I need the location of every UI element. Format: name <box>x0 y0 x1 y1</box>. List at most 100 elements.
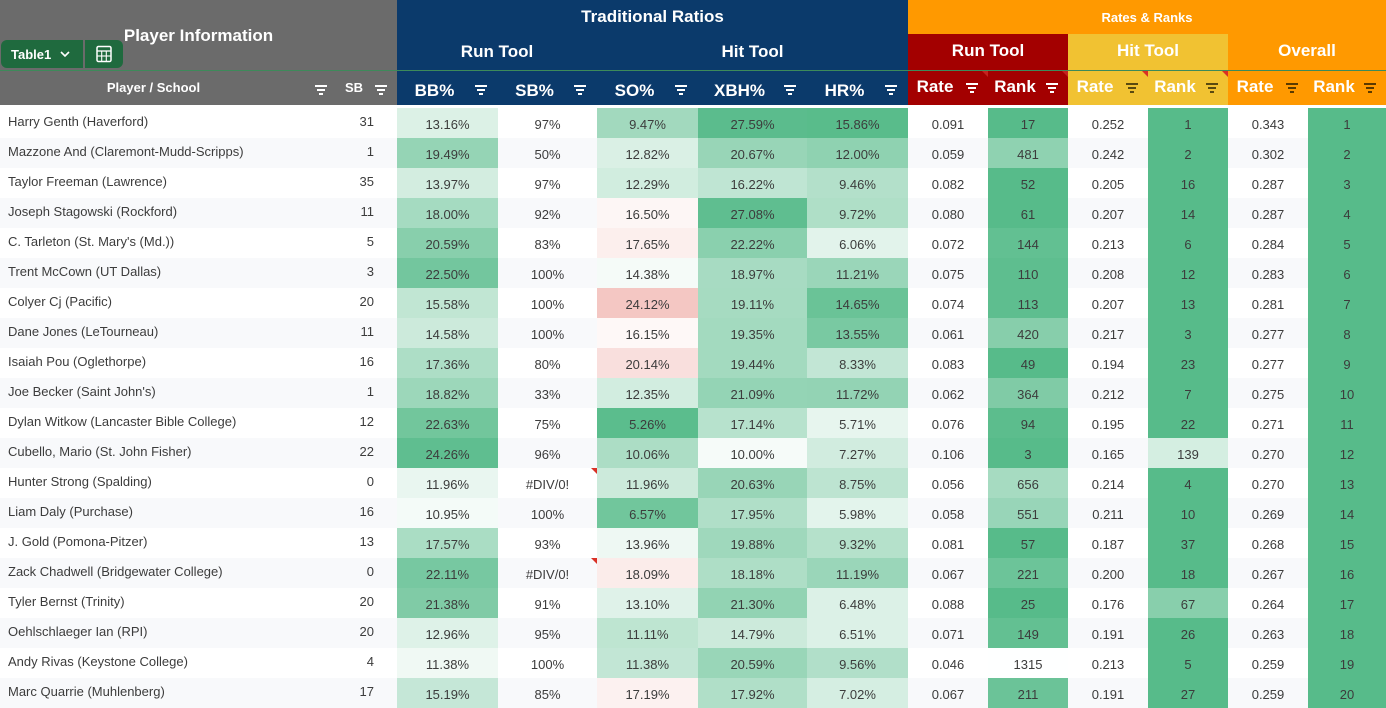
sbp-cell[interactable]: #DIV/0! <box>498 468 597 498</box>
xbh-cell[interactable]: 19.11% <box>698 288 807 318</box>
rr-cell[interactable]: 0.075 <box>931 267 965 282</box>
filter-icon[interactable] <box>375 85 387 95</box>
hr2-cell[interactable]: 0.200 <box>1091 567 1125 582</box>
rr-cell[interactable]: 0.067 <box>931 687 965 702</box>
or-cell[interactable]: 0.271 <box>1251 417 1285 432</box>
bb-cell[interactable]: 17.36% <box>397 348 498 378</box>
ok-cell[interactable]: 18 <box>1308 618 1386 648</box>
or-cell[interactable]: 0.281 <box>1251 297 1285 312</box>
or-cell[interactable]: 0.277 <box>1251 327 1285 342</box>
sb-cell[interactable]: 20 <box>359 594 374 609</box>
table-row[interactable]: Hunter Strong (Spalding) 0 11.96% #DIV/0! 11… <box>0 468 1386 498</box>
sb-cell[interactable]: 0 <box>366 474 374 489</box>
ok-cell[interactable]: 15 <box>1308 528 1386 558</box>
or-cell[interactable]: 0.287 <box>1251 177 1285 192</box>
player-name-cell[interactable]: C. Tarleton (St. Mary's (Md.)) <box>8 234 175 249</box>
ok-cell[interactable]: 20 <box>1308 678 1386 708</box>
rr-cell[interactable]: 0.091 <box>931 117 965 132</box>
player-name-cell[interactable]: Dane Jones (LeTourneau) <box>8 324 159 339</box>
table-row[interactable]: Marc Quarrie (Muhlenberg) 17 15.19% 85% 17.1… <box>0 678 1386 708</box>
rr-cell[interactable]: 0.046 <box>931 657 965 672</box>
ok-cell[interactable]: 2 <box>1308 138 1386 168</box>
sb-cell[interactable]: 4 <box>366 654 374 669</box>
or-cell[interactable]: 0.302 <box>1251 147 1285 162</box>
table-row[interactable]: Dane Jones (LeTourneau) 11 14.58% 100% 16.15… <box>0 318 1386 348</box>
xbh-cell[interactable]: 19.35% <box>698 318 807 348</box>
ok-cell[interactable]: 14 <box>1308 498 1386 528</box>
filter-icon[interactable] <box>966 83 978 93</box>
bb-cell[interactable]: 12.96% <box>397 618 498 648</box>
table-row[interactable]: Joe Becker (Saint John's) 1 18.82% 33% 12.35… <box>0 378 1386 408</box>
or-cell[interactable]: 0.275 <box>1251 387 1285 402</box>
hr-cell[interactable]: 9.46% <box>807 168 908 198</box>
sb-cell[interactable]: 31 <box>359 114 374 129</box>
xbh-cell[interactable]: 20.59% <box>698 648 807 678</box>
player-name-cell[interactable]: Trent McCown (UT Dallas) <box>8 264 162 279</box>
hk-cell[interactable]: 12 <box>1148 258 1228 288</box>
col-ov-rank-header[interactable]: Rank <box>1308 71 1386 105</box>
so-cell[interactable]: 10.06% <box>597 438 698 468</box>
hk-cell[interactable]: 3 <box>1148 318 1228 348</box>
sb-cell[interactable]: 16 <box>359 504 374 519</box>
rr-cell[interactable]: 0.076 <box>931 417 965 432</box>
hk-cell[interactable]: 16 <box>1148 168 1228 198</box>
xbh-cell[interactable]: 18.18% <box>698 558 807 588</box>
sbp-cell[interactable]: 80% <box>534 357 561 372</box>
rr-cell[interactable]: 0.081 <box>931 537 965 552</box>
so-cell[interactable]: 5.26% <box>597 408 698 438</box>
or-cell[interactable]: 0.283 <box>1251 267 1285 282</box>
sb-cell[interactable]: 11 <box>360 204 375 219</box>
hr-cell[interactable]: 11.72% <box>807 378 908 408</box>
ok-cell[interactable]: 5 <box>1308 228 1386 258</box>
sb-cell[interactable]: 12 <box>359 414 374 429</box>
xbh-cell[interactable]: 17.92% <box>698 678 807 708</box>
rr-cell[interactable]: 0.071 <box>931 627 965 642</box>
xbh-cell[interactable]: 16.22% <box>698 168 807 198</box>
sb-cell[interactable]: 3 <box>366 264 374 279</box>
sbp-cell[interactable]: 97% <box>534 177 561 192</box>
rr-cell[interactable]: 0.059 <box>931 147 965 162</box>
player-name-cell[interactable]: Harry Genth (Haverford) <box>8 114 149 129</box>
rk-cell[interactable]: 113 <box>988 288 1068 318</box>
sb-cell[interactable]: 1 <box>366 144 374 159</box>
table-row[interactable]: Isaiah Pou (Oglethorpe) 16 17.36% 80% 20.14%… <box>0 348 1386 378</box>
hr-cell[interactable]: 14.65% <box>807 288 908 318</box>
table-calculator-button[interactable] <box>85 40 123 68</box>
rr-cell[interactable]: 0.062 <box>931 387 965 402</box>
player-name-cell[interactable]: Dylan Witkow (Lancaster Bible College) <box>8 414 237 429</box>
col-bb-header[interactable]: BB% <box>397 71 498 105</box>
sbp-cell[interactable]: 85% <box>534 687 561 702</box>
col-run-rank-header[interactable]: Rank <box>988 71 1068 105</box>
sbp-cell[interactable]: 100% <box>530 327 565 342</box>
or-cell[interactable]: 0.270 <box>1251 447 1285 462</box>
bb-cell[interactable]: 13.16% <box>397 108 498 138</box>
so-cell[interactable]: 18.09% <box>597 558 698 588</box>
table-row[interactable]: C. Tarleton (St. Mary's (Md.)) 5 20.59% 83%… <box>0 228 1386 258</box>
player-name-cell[interactable]: J. Gold (Pomona-Pitzer) <box>8 534 148 549</box>
rk-cell[interactable]: 364 <box>988 378 1068 408</box>
filter-icon[interactable] <box>1206 83 1218 93</box>
player-name-cell[interactable]: Mazzone And (Claremont-Mudd-Scripps) <box>8 144 244 159</box>
col-hr-header[interactable]: HR% <box>807 71 908 105</box>
so-cell[interactable]: 11.38% <box>597 648 698 678</box>
col-xbh-header[interactable]: XBH% <box>698 71 807 105</box>
hr2-cell[interactable]: 0.195 <box>1091 417 1125 432</box>
filter-icon[interactable] <box>784 85 796 95</box>
sb-cell[interactable]: 0 <box>366 564 374 579</box>
hr2-cell[interactable]: 0.214 <box>1091 477 1125 492</box>
col-hit-rate-header[interactable]: Rate <box>1068 71 1148 105</box>
so-cell[interactable]: 12.82% <box>597 138 698 168</box>
hk-cell[interactable]: 13 <box>1148 288 1228 318</box>
hr2-cell[interactable]: 0.213 <box>1091 657 1125 672</box>
bb-cell[interactable]: 15.58% <box>397 288 498 318</box>
bb-cell[interactable]: 11.96% <box>397 468 498 498</box>
ok-cell[interactable]: 6 <box>1308 258 1386 288</box>
hr2-cell[interactable]: 0.212 <box>1091 387 1125 402</box>
xbh-cell[interactable]: 27.08% <box>698 198 807 228</box>
col-hit-rank-header[interactable]: Rank <box>1148 71 1228 105</box>
table-row[interactable]: Taylor Freeman (Lawrence) 35 13.97% 97% 12.2… <box>0 168 1386 198</box>
filter-icon[interactable] <box>1046 83 1058 93</box>
sbp-cell[interactable]: 75% <box>534 417 561 432</box>
rk-cell[interactable]: 25 <box>988 588 1068 618</box>
or-cell[interactable]: 0.343 <box>1251 117 1285 132</box>
